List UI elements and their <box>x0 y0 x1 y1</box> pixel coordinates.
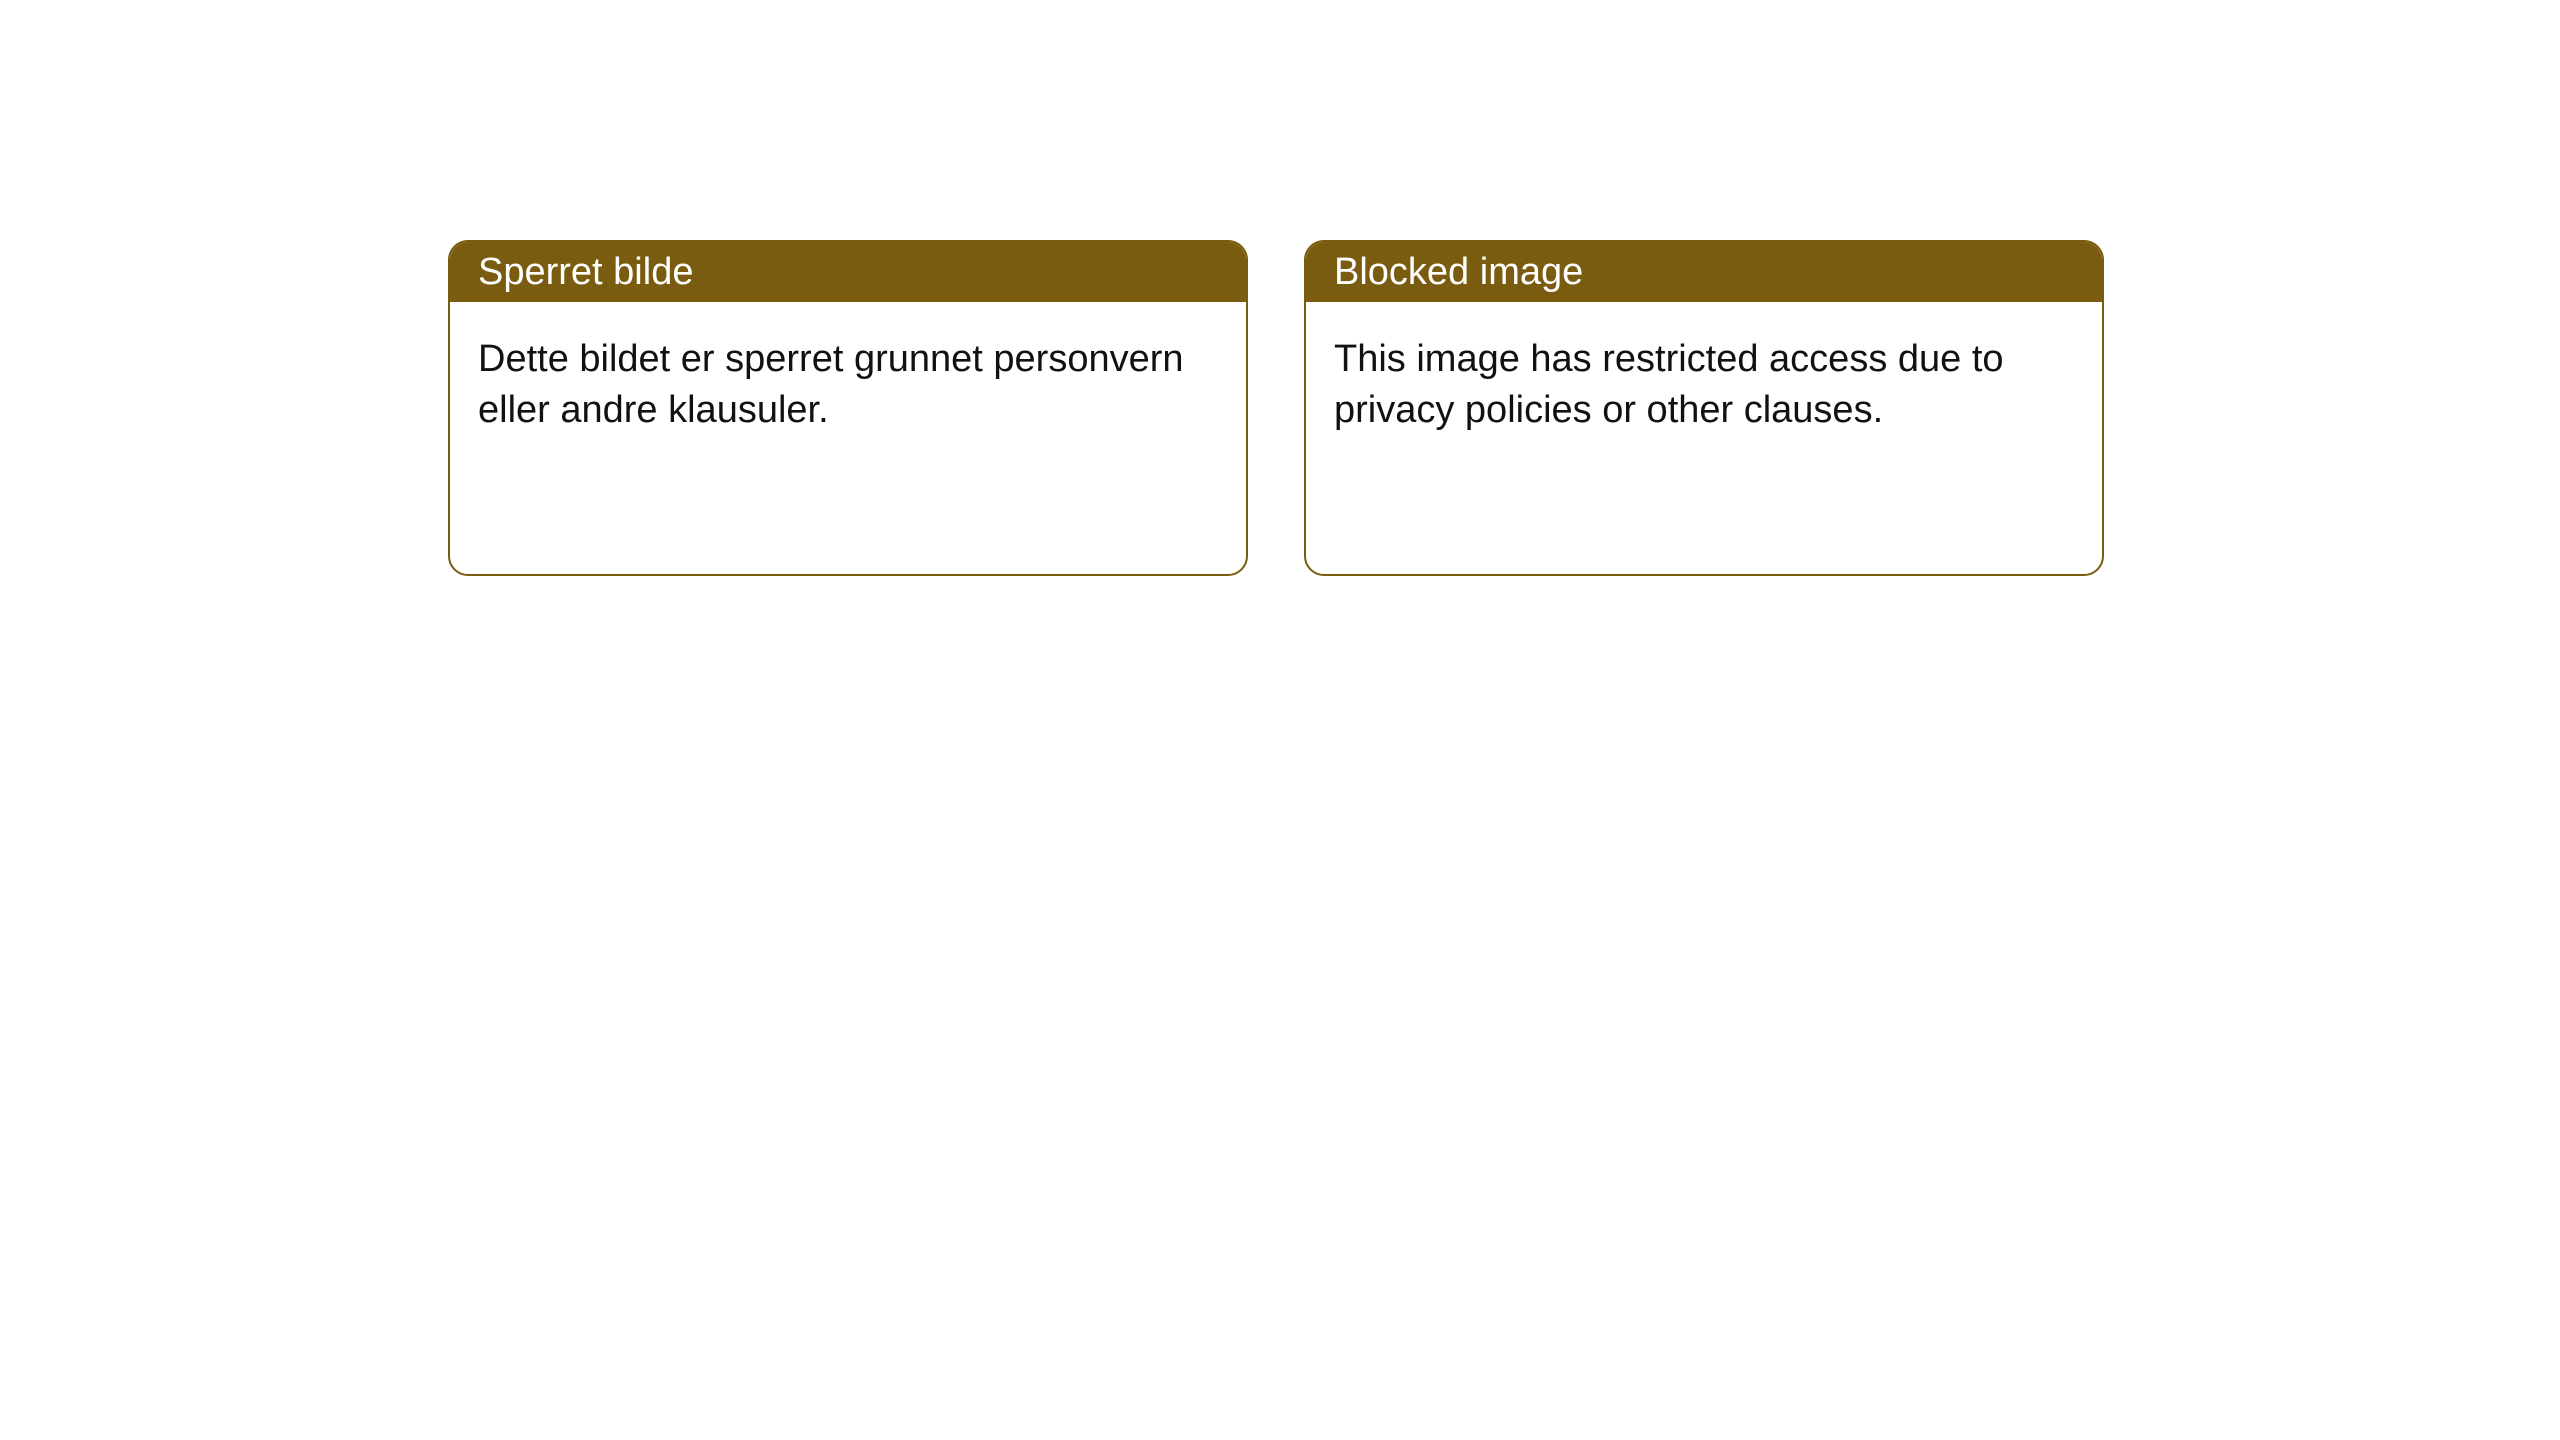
notice-title: Sperret bilde <box>478 251 693 294</box>
notice-title: Blocked image <box>1334 251 1583 294</box>
notice-body: This image has restricted access due to … <box>1306 302 2102 469</box>
notice-header: Sperret bilde <box>450 242 1246 302</box>
notice-body: Dette bildet er sperret grunnet personve… <box>450 302 1246 469</box>
notice-container: Sperret bilde Dette bildet er sperret gr… <box>0 0 2560 576</box>
notice-card-norwegian: Sperret bilde Dette bildet er sperret gr… <box>448 240 1248 576</box>
notice-header: Blocked image <box>1306 242 2102 302</box>
notice-card-english: Blocked image This image has restricted … <box>1304 240 2104 576</box>
notice-body-text: This image has restricted access due to … <box>1334 338 2004 431</box>
notice-body-text: Dette bildet er sperret grunnet personve… <box>478 338 1184 431</box>
